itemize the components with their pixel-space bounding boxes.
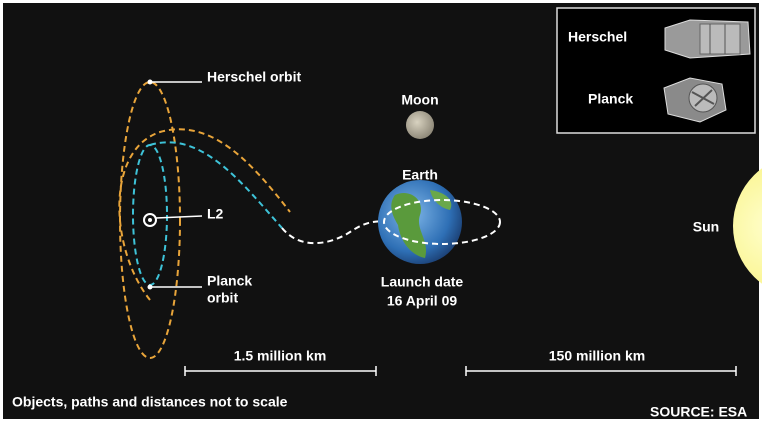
earth-land xyxy=(430,190,452,210)
footnote: Objects, paths and distances not to scal… xyxy=(12,394,288,410)
l2-label: L2 xyxy=(207,206,224,222)
launch-label: Launch date xyxy=(381,274,464,290)
herschel-icon xyxy=(664,19,751,59)
moon xyxy=(406,111,434,139)
planck-orbit-label: Planck xyxy=(207,273,252,289)
planck-icon xyxy=(663,77,727,123)
legend-label: Herschel xyxy=(568,29,627,45)
launch-date: 16 April 09 xyxy=(387,293,458,309)
herschel-orbit xyxy=(119,81,181,359)
sun-label: Sun xyxy=(693,219,719,235)
l2-point xyxy=(143,213,157,227)
scale-label: 1.5 million km xyxy=(234,348,327,364)
herschel-orbit-label: Herschel orbit xyxy=(207,69,301,85)
earth-label: Earth xyxy=(402,167,438,183)
planck-orbit-label: orbit xyxy=(207,290,238,306)
source: SOURCE: ESA xyxy=(650,404,747,420)
planck-transfer xyxy=(149,141,283,229)
moon-label: Moon xyxy=(401,92,438,108)
callout-line xyxy=(155,215,203,219)
scale-bar xyxy=(184,366,377,376)
herschel-transfer xyxy=(118,128,291,301)
scale-label: 150 million km xyxy=(549,348,645,364)
sun xyxy=(733,168,762,284)
l2-point xyxy=(148,218,152,222)
earth-orbit xyxy=(383,199,501,245)
scale-bar xyxy=(465,366,737,376)
legend-label: Planck xyxy=(588,91,633,107)
launch-path xyxy=(281,220,393,245)
